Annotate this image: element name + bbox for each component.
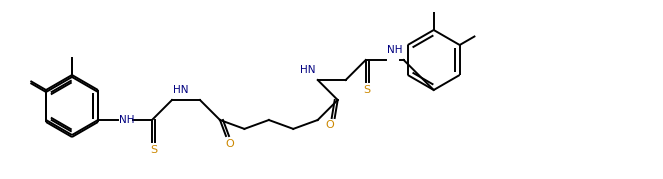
- Text: O: O: [225, 139, 234, 149]
- Text: S: S: [363, 85, 371, 95]
- Text: HN: HN: [300, 65, 316, 75]
- Text: O: O: [326, 120, 334, 130]
- Text: HN: HN: [173, 85, 188, 95]
- Text: NH: NH: [387, 45, 402, 55]
- Text: NH: NH: [119, 115, 135, 125]
- Text: S: S: [150, 145, 157, 155]
